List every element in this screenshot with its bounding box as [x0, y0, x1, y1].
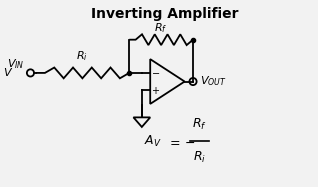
- Text: $R_i$: $R_i$: [76, 50, 88, 63]
- Text: $= -$: $= -$: [167, 135, 196, 148]
- Text: Inverting Amplifier: Inverting Amplifier: [91, 7, 239, 21]
- Text: $R_i$: $R_i$: [193, 150, 206, 165]
- Text: $V$: $V$: [3, 66, 13, 78]
- Text: $R_f$: $R_f$: [192, 117, 207, 132]
- Text: $V_{OUT}$: $V_{OUT}$: [200, 75, 226, 88]
- Text: $V_{IN}$: $V_{IN}$: [7, 58, 24, 71]
- Text: $A_V$: $A_V$: [144, 134, 162, 149]
- Text: $-$: $-$: [151, 67, 160, 77]
- Text: $R_f$: $R_f$: [155, 21, 168, 35]
- Text: $+$: $+$: [151, 85, 160, 96]
